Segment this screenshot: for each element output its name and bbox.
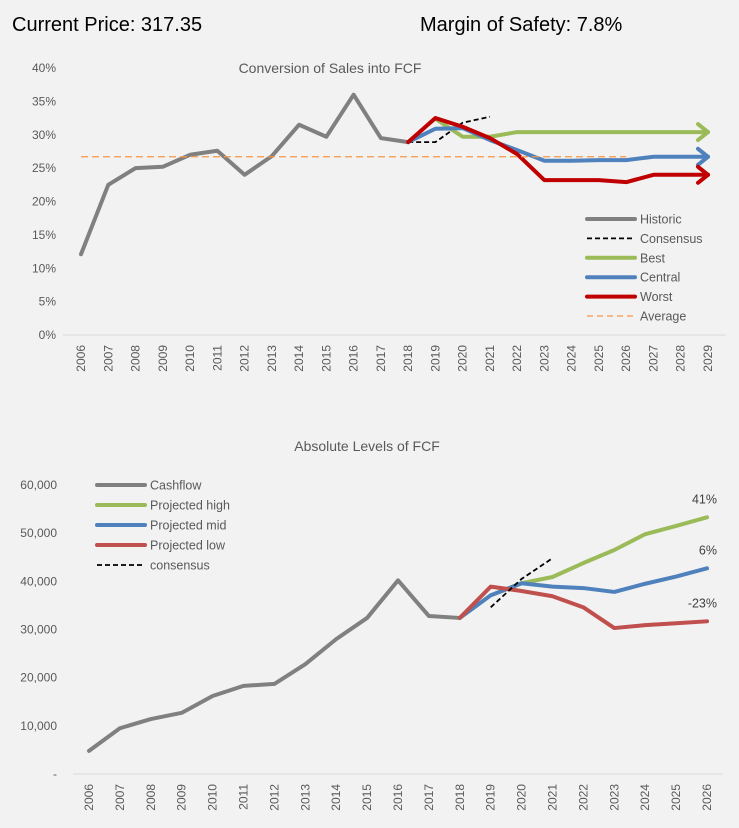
- series-line-consensus: [408, 115, 491, 143]
- y-tick-label: 40%: [32, 61, 56, 75]
- legend-label-historic: Historic: [640, 213, 682, 227]
- x-tick-label: 2013: [265, 345, 279, 372]
- x-tick-label: 2009: [156, 345, 170, 372]
- series-line-central: [406, 126, 710, 163]
- x-tick-label: 2024: [565, 345, 579, 372]
- x-tick-label: 2011: [210, 345, 224, 371]
- series-line-projected-mid: [457, 566, 709, 620]
- y-tick-label: 10%: [32, 261, 56, 275]
- legend-label-projected-mid: Projected mid: [150, 519, 226, 533]
- legend-label-projected-high: Projected high: [150, 499, 230, 513]
- chart-title: Absolute Levels of FCF: [294, 438, 440, 454]
- x-tick-label: 2024: [638, 784, 652, 811]
- x-tick-label: 2021: [546, 784, 560, 811]
- x-tick-label: 2025: [592, 345, 606, 372]
- series-line-worst: [406, 116, 710, 185]
- x-tick-label: 2010: [183, 345, 197, 372]
- y-tick-label: 40,000: [20, 574, 57, 588]
- legend-label-projected-low: Projected low: [150, 539, 226, 553]
- x-tick-label: 2017: [374, 345, 388, 372]
- y-tick-label: 15%: [32, 228, 56, 242]
- margin-of-safety-label: Margin of Safety: 7.8%: [420, 14, 623, 36]
- legend-label-best: Best: [640, 251, 666, 265]
- x-tick-label: 2013: [298, 784, 312, 811]
- y-tick-label: 10,000: [20, 719, 57, 733]
- legend-label-consensus: consensus: [150, 559, 210, 573]
- y-tick-label: 0%: [39, 328, 57, 342]
- data-label-projected-mid: 6%: [699, 543, 717, 557]
- series-arrow-best: [696, 122, 710, 143]
- x-tick-label: 2020: [456, 345, 470, 372]
- series-arrow-central: [696, 146, 710, 167]
- x-tick-label: 2025: [669, 784, 683, 811]
- x-tick-label: 2012: [238, 345, 252, 372]
- conversion-chart: Conversion of Sales into FCF 0% 5% 10% 15% 20…: [32, 60, 726, 372]
- series-line-historic: [79, 92, 411, 257]
- x-tick-label: 2009: [175, 784, 189, 811]
- x-tick-label: 2016: [391, 784, 405, 811]
- y-tick-label: 25%: [32, 161, 56, 175]
- x-tick-label: 2021: [483, 345, 497, 372]
- x-tick-label: 2016: [347, 345, 361, 372]
- x-tick-label: 2028: [674, 345, 688, 372]
- x-tick-label: 2023: [537, 345, 551, 372]
- x-tick-label: 2008: [144, 784, 158, 811]
- x-tick-label: 2007: [101, 345, 115, 372]
- y-tick-label: 5%: [39, 295, 57, 309]
- x-tick-label: 2027: [646, 345, 660, 372]
- series-line-projected-high: [457, 515, 709, 620]
- x-tick-label: 2011: [237, 784, 251, 810]
- y-tick-label: 20,000: [20, 671, 57, 685]
- x-tick-label: 2023: [607, 784, 621, 811]
- x-tick-label: 2014: [292, 345, 306, 372]
- series-line-consensus: [490, 557, 554, 609]
- y-tick-label: 30%: [32, 128, 56, 142]
- x-tick-label: 2010: [206, 784, 220, 811]
- x-tick-label: 2015: [360, 784, 374, 811]
- x-tick-label: 2018: [401, 345, 415, 372]
- x-tick-label: 2022: [576, 784, 590, 811]
- legend-label-central: Central: [640, 271, 680, 285]
- y-tick-label: 30,000: [20, 623, 57, 637]
- chart-title: Conversion of Sales into FCF: [239, 60, 422, 76]
- y-tick-label: 50,000: [20, 526, 57, 540]
- x-tick-label: 2008: [129, 345, 143, 372]
- x-tick-label: 2026: [700, 784, 714, 811]
- legend-label-average: Average: [640, 310, 686, 324]
- x-tick-label: 2019: [428, 345, 442, 372]
- x-tick-label: 2020: [515, 784, 529, 811]
- x-tick-label: 2007: [113, 784, 127, 811]
- legend-label-consensus: Consensus: [640, 232, 703, 246]
- x-tick-label: 2026: [619, 345, 633, 372]
- series-arrow-worst: [696, 164, 710, 185]
- series-line-cashflow: [87, 578, 462, 753]
- legend-label-cashflow: Cashflow: [150, 479, 202, 493]
- x-tick-label: 2015: [319, 345, 333, 372]
- x-tick-label: 2019: [484, 784, 498, 811]
- x-tick-label: 2022: [510, 345, 524, 372]
- x-tick-label: 2006: [82, 784, 96, 811]
- x-tick-label: 2017: [422, 784, 436, 811]
- y-tick-label: 35%: [32, 94, 56, 108]
- y-tick-label: -: [53, 767, 57, 781]
- legend-label-worst: Worst: [640, 290, 673, 304]
- y-tick-label: 20%: [32, 195, 56, 209]
- x-tick-label: 2014: [329, 784, 343, 811]
- y-tick-label: 60,000: [20, 478, 57, 492]
- series-line-projected-low: [457, 584, 709, 631]
- data-label-projected-high: 41%: [692, 492, 717, 506]
- current-price-label: Current Price: 317.35: [12, 14, 203, 36]
- data-label-projected-low: -23%: [688, 596, 717, 610]
- x-tick-label: 2012: [267, 784, 281, 811]
- x-tick-label: 2018: [453, 784, 467, 811]
- x-tick-label: 2006: [74, 345, 88, 372]
- absolute-fcf-chart: Absolute Levels of FCF - 10,000 20,000 30,00…: [20, 438, 723, 811]
- x-tick-label: 2029: [701, 345, 715, 372]
